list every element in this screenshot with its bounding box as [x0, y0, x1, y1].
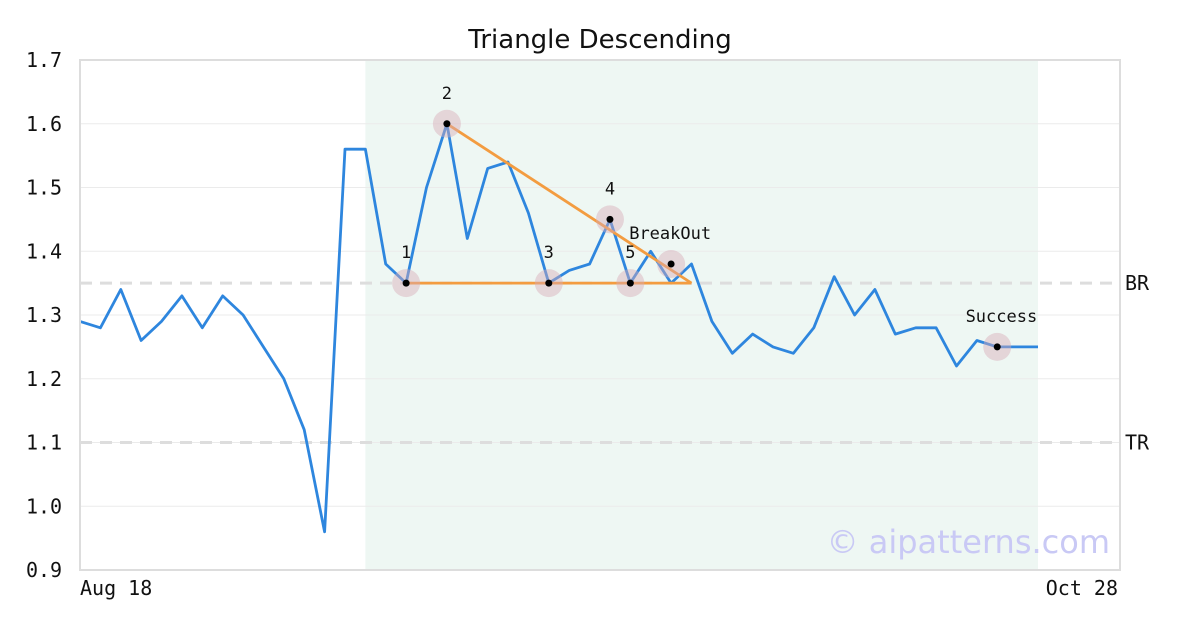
y-tick-label: 0.9 [26, 558, 62, 582]
y-tick-label: 1.3 [26, 303, 62, 327]
point-label: 2 [442, 84, 452, 104]
y-tick-label: 1.0 [26, 494, 62, 518]
y-tick-label: 1.1 [26, 431, 62, 455]
point-label: 5 [625, 243, 635, 263]
reference-line-label: TR [1125, 431, 1150, 455]
x-tick-end: Oct 28 [1046, 576, 1118, 600]
point-label: 3 [544, 243, 554, 263]
y-tick-label: 1.4 [26, 239, 62, 263]
point-marker [993, 343, 1001, 351]
reference-line-label: BR [1125, 271, 1150, 295]
point-marker [545, 279, 553, 287]
y-tick-label: 1.2 [26, 367, 62, 391]
point-label: BreakOut [629, 224, 711, 244]
y-tick-label: 1.5 [26, 176, 62, 200]
point-marker [606, 215, 614, 223]
chart-title: Triangle Descending [467, 25, 731, 55]
plot-frame [79, 59, 1121, 571]
point-label: 4 [605, 179, 615, 199]
trendline [446, 122, 693, 285]
point-marker [626, 279, 634, 287]
point-marker [402, 279, 410, 287]
point-marker [443, 120, 451, 128]
x-tick-start: Aug 18 [80, 576, 152, 600]
y-tick-label: 1.7 [26, 48, 62, 72]
point-label: Success [966, 307, 1038, 327]
watermark: © aipatterns.com [827, 523, 1110, 561]
point-marker [667, 260, 675, 268]
point-label: 1 [401, 243, 411, 263]
price-series-line [79, 122, 1038, 534]
y-tick-label: 1.6 [26, 112, 62, 136]
